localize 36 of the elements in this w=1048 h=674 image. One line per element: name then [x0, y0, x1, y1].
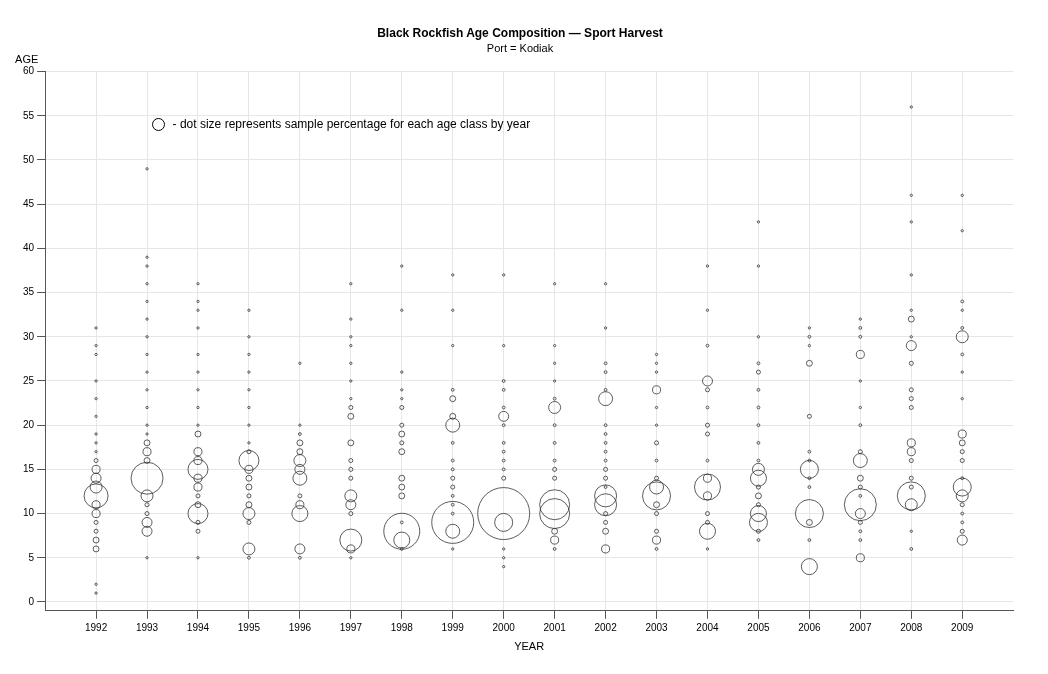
x-axis-title: YEAR [514, 640, 545, 653]
x-tick-label: 2009 [951, 621, 974, 633]
x-tick-label: 1994 [186, 621, 210, 633]
annotation: - dot size represents sample percentage for each age class by year [172, 117, 531, 132]
y-tick-label: 20 [23, 418, 35, 430]
y-tick-label: 0 [28, 595, 35, 607]
x-tick-label: 2005 [747, 621, 770, 633]
y-tick-label: 10 [23, 507, 35, 519]
x-tick-label: 1997 [339, 621, 363, 633]
x-tick-label: 1992 [84, 621, 108, 633]
x-tick-label: 2002 [594, 621, 618, 633]
x-tick-label: 1996 [288, 621, 312, 633]
chart-title: Black Rockfish Age Composition — Sport Harvest [377, 25, 663, 40]
y-tick-label: 5 [28, 551, 35, 563]
x-tick-label: 2007 [849, 621, 872, 633]
y-tick-label: 55 [23, 109, 35, 121]
x-tick-label: 1999 [441, 621, 465, 633]
chart-subtitle: Port = Kodiak [486, 42, 554, 55]
y-tick-label: 25 [23, 374, 35, 386]
y-tick-label: 40 [23, 242, 35, 254]
x-tick-label: 2003 [645, 621, 669, 633]
x-tick-label: 2004 [696, 621, 720, 633]
x-tick-label: 2008 [900, 621, 923, 633]
y-tick-label: 45 [23, 197, 35, 209]
x-tick-label: 1993 [135, 621, 159, 633]
x-tick-label: 2006 [798, 621, 821, 633]
x-tick-label: 1998 [390, 621, 414, 633]
x-tick-label: 1995 [237, 621, 261, 633]
y-tick-label: 30 [23, 330, 35, 342]
y-axis-title: AGE [15, 53, 39, 66]
y-tick-label: 50 [23, 153, 35, 165]
y-tick-label: 35 [23, 286, 35, 298]
y-tick-label: 60 [23, 65, 35, 77]
x-tick-label: 2001 [543, 621, 567, 633]
y-tick-label: 15 [23, 463, 35, 475]
x-tick-label: 2000 [492, 621, 516, 633]
